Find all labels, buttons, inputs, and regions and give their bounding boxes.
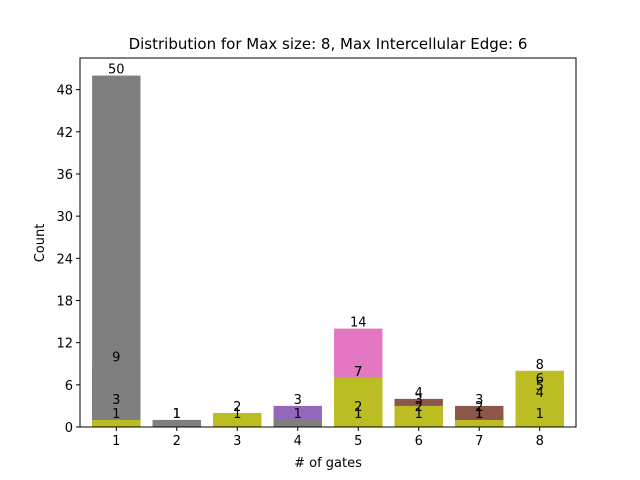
- bar-segment: [515, 419, 564, 427]
- bar-value-label: 2: [233, 400, 241, 415]
- y-tick-label: 48: [56, 84, 73, 99]
- x-tick-label: 2: [173, 434, 181, 449]
- y-tick-label: 24: [56, 252, 73, 267]
- chart-title: Distribution for Max size: 8, Max Interc…: [129, 35, 528, 53]
- bar-value-label: 3: [112, 393, 120, 408]
- bar-value-label: 4: [536, 386, 544, 401]
- bar-segment: [394, 419, 443, 427]
- bar-segment: [152, 419, 201, 427]
- bar-value-label: 2: [475, 400, 483, 415]
- bar-value-label: 1: [173, 407, 181, 422]
- bar-value-label: 6: [536, 372, 544, 387]
- bar-segment: [455, 419, 504, 427]
- bar-value-label: 7: [354, 365, 362, 380]
- y-tick-label: 18: [56, 294, 73, 309]
- x-tick-label: 6: [415, 434, 423, 449]
- bar-value-label: 7: [354, 365, 362, 380]
- bars-group: [92, 75, 564, 428]
- x-tick-label: 8: [536, 434, 544, 449]
- bar-value-label: 1: [112, 407, 120, 422]
- y-tick-label: 42: [56, 126, 73, 141]
- bar-value-label: 3: [475, 393, 483, 408]
- bar-value-label: 2: [354, 400, 362, 415]
- x-axis: 1 2 3 4 5 6 7 8: [112, 427, 544, 449]
- bar-segment: [92, 419, 141, 427]
- y-tick-label: 36: [56, 168, 73, 183]
- bar-value-label: 8: [536, 358, 544, 373]
- y-tick-label: 6: [65, 379, 73, 394]
- x-tick-label: 1: [112, 434, 120, 449]
- bar-value-label: 1: [536, 407, 544, 422]
- x-tick-label: 7: [475, 434, 483, 449]
- bar-value-label: 2: [415, 400, 423, 415]
- y-tick-label: 0: [65, 421, 73, 436]
- bar-value-label: 3: [294, 393, 302, 408]
- y-tick-label: 12: [56, 337, 73, 352]
- bar-value-label: 1: [475, 407, 483, 422]
- bar-value-label: 1: [294, 407, 302, 422]
- bar-value-label: 1: [173, 407, 181, 422]
- bar-segment: [273, 419, 322, 427]
- bar-value-label: 50: [108, 63, 125, 78]
- bar-value-label: 3: [415, 393, 423, 408]
- bar-value-label: 1: [415, 407, 423, 422]
- y-axis: 0 6 12 18 24 30 36 42 48: [56, 84, 80, 436]
- y-axis-title: Count: [33, 224, 48, 263]
- bar-value-label: 14: [350, 316, 367, 331]
- x-tick-label: 3: [233, 434, 241, 449]
- x-tick-label: 4: [294, 434, 302, 449]
- bar-value-label: 5: [536, 379, 544, 394]
- bar-value-label: 1: [475, 407, 483, 422]
- bar-segment: [213, 419, 262, 427]
- plot-frame: [79, 57, 577, 428]
- bar-segment: [334, 419, 383, 427]
- x-axis-title: # of gates: [294, 456, 362, 471]
- bar-value-label: 4: [415, 386, 423, 401]
- bar-value-label: 1: [354, 407, 362, 422]
- x-tick-label: 5: [354, 434, 362, 449]
- y-tick-label: 30: [56, 210, 73, 225]
- bar-value-label: 9: [112, 351, 120, 366]
- bar-value-label: 1: [233, 407, 241, 422]
